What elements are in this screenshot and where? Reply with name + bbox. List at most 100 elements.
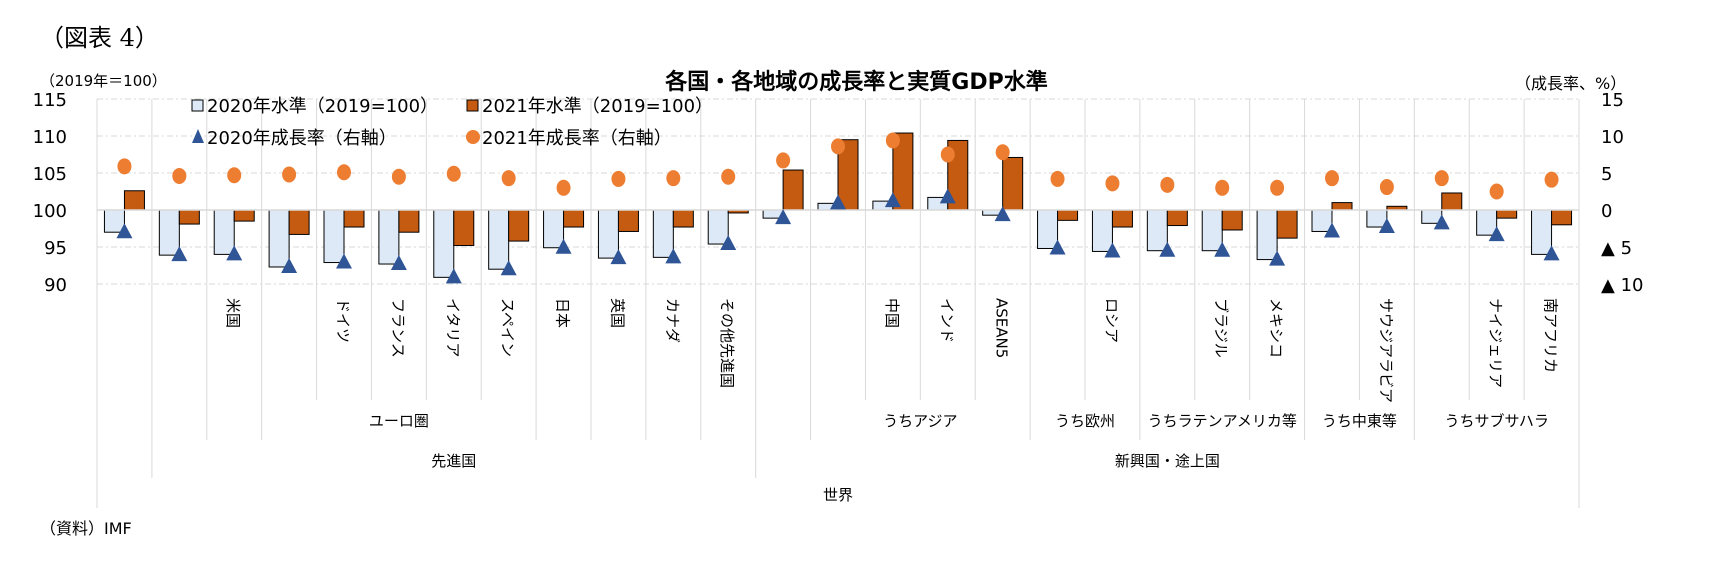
bar-2021-level <box>343 209 365 228</box>
marker-2020-growth <box>281 257 298 273</box>
group-label: ユーロ圏 <box>369 412 429 430</box>
marker-2021-growth <box>1325 170 1339 187</box>
left-axis-unit: （2019年＝100） <box>40 72 167 90</box>
marker-2021-growth <box>1434 170 1449 187</box>
legend-label: 2020年成長率（右軸） <box>207 128 397 149</box>
bar-2021-level <box>563 209 585 228</box>
marker-2021-growth <box>446 165 461 182</box>
marker-2021-growth <box>721 168 736 185</box>
marker-2020-growth <box>500 260 517 276</box>
category-label: インド <box>938 298 956 343</box>
group-label: 先進国 <box>431 452 476 470</box>
bar-2020-level <box>597 209 619 259</box>
marker-2020-growth <box>939 188 956 204</box>
right-tick-label: 0 <box>1601 201 1612 222</box>
bar-2020-level <box>707 209 729 245</box>
category-label: 米国 <box>224 298 242 328</box>
marker-2021-growth <box>227 167 242 184</box>
marker-2020-growth <box>226 245 243 261</box>
bar-2021-level <box>1166 209 1188 227</box>
bar-2020-level <box>1531 209 1553 255</box>
marker-2020-growth <box>336 253 352 269</box>
marker-2020-growth <box>1214 241 1231 257</box>
bar-2020-level <box>1201 209 1223 252</box>
category-label: ドイツ <box>334 298 352 343</box>
category-label: 中国 <box>883 298 901 328</box>
marker-2021-growth <box>391 168 406 185</box>
marker-2020-growth <box>390 255 407 271</box>
bar-2020-level <box>323 209 345 264</box>
bar-2021-level <box>617 209 639 232</box>
bar-2021-level <box>1221 209 1243 231</box>
left-tick-label: 95 <box>44 238 67 259</box>
bar-2020-level <box>158 209 180 256</box>
bar-2021-level <box>123 190 145 211</box>
bar-2020-level <box>433 209 455 278</box>
marker-2021-growth <box>1270 179 1285 196</box>
marker-2020-growth <box>116 223 133 239</box>
marker-2021-growth <box>1050 170 1065 187</box>
category-label: ブラジル <box>1212 298 1230 358</box>
left-tick-label: 100 <box>33 201 67 222</box>
group-label: うち欧州 <box>1055 412 1115 430</box>
source-note: （資料）IMF <box>40 519 132 538</box>
marker-2021-growth <box>1105 175 1120 192</box>
bar-2020-level <box>378 209 400 265</box>
marker-2020-growth <box>830 194 846 210</box>
chart-title: 各国・各地域の成長率と実質GDP水準 <box>665 70 1048 95</box>
marker-2021-growth <box>117 158 132 175</box>
group-label: うちラテンアメリカ等 <box>1148 412 1297 430</box>
marker-2021-growth <box>282 166 297 183</box>
marker-2020-growth <box>665 248 682 264</box>
bar-2021-level <box>1111 209 1133 228</box>
bar-2020-level <box>488 209 510 270</box>
bar-2020-level <box>268 209 290 268</box>
bar-2020-level <box>1037 209 1059 249</box>
legend-swatch <box>192 129 204 143</box>
bar-2020-level <box>213 209 235 255</box>
bar-2020-level <box>1091 209 1113 252</box>
bar-2021-level <box>1331 202 1353 211</box>
left-tick-label: 110 <box>33 127 67 148</box>
bar-2021-level <box>1276 209 1298 239</box>
marker-2020-growth <box>1269 250 1286 266</box>
marker-2021-growth <box>666 170 681 187</box>
bar-2021-level <box>1551 209 1573 226</box>
category-label: ロシア <box>1102 298 1120 343</box>
bar-2020-level <box>1476 209 1498 236</box>
bar-2021-level <box>1057 209 1079 221</box>
bar-2021-level <box>288 209 310 235</box>
group-label: うちアジア <box>883 412 957 430</box>
marker-2021-growth <box>1215 179 1230 196</box>
category-label: ASEAN5 <box>993 298 1011 358</box>
category-label: その他先進国 <box>718 298 736 388</box>
left-tick-label: 105 <box>33 164 67 185</box>
category-label: フランス <box>389 298 407 358</box>
marker-2020-growth <box>1433 214 1450 230</box>
marker-2020-growth <box>1159 241 1176 257</box>
category-label: スペイン <box>499 298 517 357</box>
marker-2020-growth <box>1104 242 1121 258</box>
marker-2021-growth <box>611 170 626 187</box>
group-label: うちサブサハラ <box>1444 412 1548 430</box>
legend-swatch <box>191 99 204 112</box>
marker-2021-growth <box>831 138 845 155</box>
right-tick-label: 10 <box>1601 127 1624 148</box>
marker-2020-growth <box>445 268 462 284</box>
category-label: イタリア <box>444 298 462 357</box>
bar-2021-level <box>782 169 804 211</box>
category-label: 南アフリカ <box>1542 298 1560 373</box>
bar-2021-level <box>1496 209 1518 219</box>
bar-2021-level <box>453 209 475 247</box>
legend-label: 2021年水準（2019=100） <box>482 96 713 117</box>
category-label: 英国 <box>608 298 626 328</box>
marker-2021-growth <box>172 167 187 184</box>
right-axis-unit: （成長率、%） <box>1515 74 1627 93</box>
bar-2021-level <box>178 209 200 225</box>
bar-2020-level <box>543 209 565 249</box>
right-tick-label: 15 <box>1601 90 1624 111</box>
marker-2020-growth <box>610 249 627 265</box>
category-label: サウジアラビア <box>1377 298 1395 403</box>
group-label: 新興国・途上国 <box>1115 452 1220 470</box>
